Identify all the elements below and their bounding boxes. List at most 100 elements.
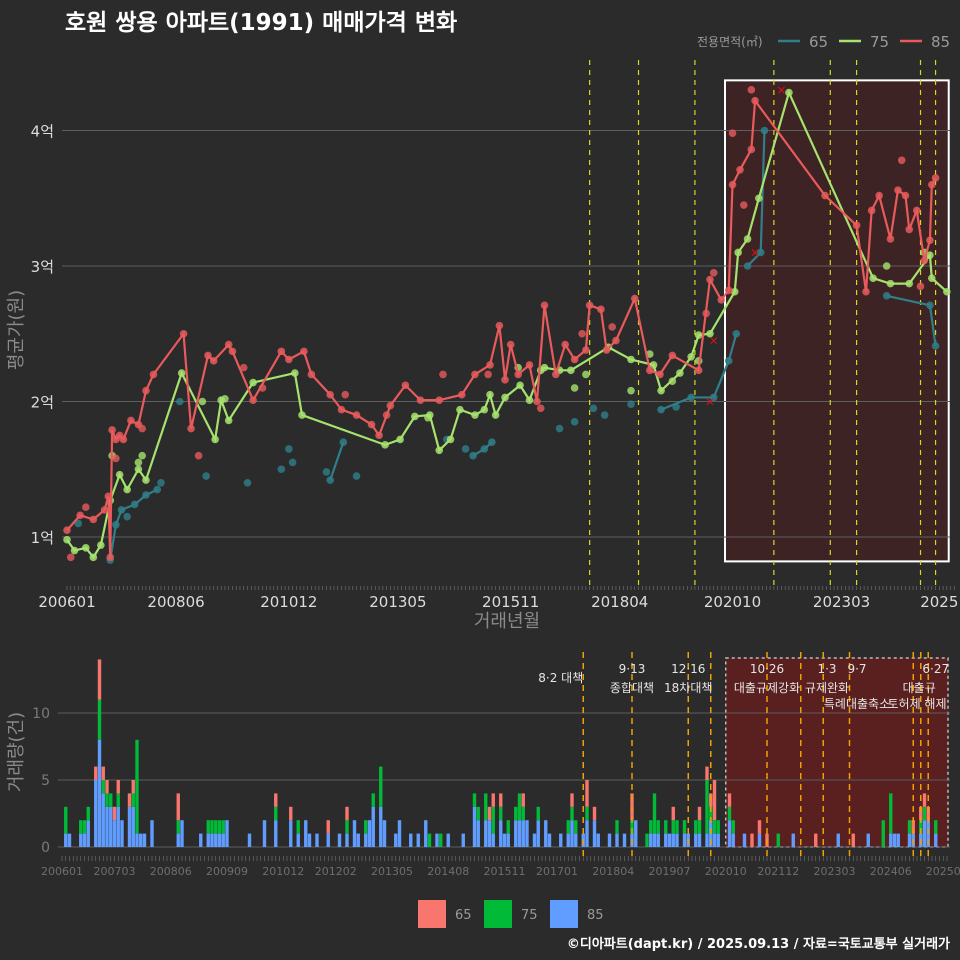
volume-bar-65 [585,780,589,807]
volume-bar-75 [922,806,927,821]
volume-bar-85 [424,820,428,847]
y-tick-label: 3억 [31,258,54,276]
volume-bar-75 [439,833,443,847]
volume-bar-65 [127,793,132,807]
price-point-65 [756,248,765,257]
legend-label-65: 65 [455,908,472,923]
price-point-85 [901,191,910,200]
volume-bar-85 [176,833,180,847]
legend-label-75: 75 [870,33,889,51]
price-point-75 [657,386,665,395]
volume-bar-65 [487,806,492,821]
price-point-85 [525,361,534,369]
price-point-85 [886,235,895,243]
volume-bar-85 [484,820,488,847]
price-point-85 [119,435,128,444]
price-point-75 [142,476,150,484]
volume-bar-85 [315,833,319,847]
price-point-85 [612,336,620,345]
volume-bar-75 [221,820,225,834]
x-tick-label: 201012 [260,593,317,611]
policy-label: 규제완화 [805,681,849,695]
volume-bar-65 [112,806,117,821]
x-tick-label: 202303 [814,865,856,878]
volume-bar-75 [105,793,109,807]
price-point-65 [760,126,769,135]
price-point-65 [488,438,496,446]
volume-bar-85 [304,820,308,847]
volume-bar-85 [547,833,552,847]
price-point-75 [446,435,455,444]
transaction-point-85 [112,454,120,463]
transaction-point-65 [123,512,131,521]
price-point-75 [540,363,549,372]
volume-bar-75 [97,699,102,740]
volume-bar-85 [791,833,795,847]
volume-bar-85 [289,820,293,847]
volume-bar-85 [210,833,214,847]
price-point-85 [728,180,737,189]
volume-bar-75 [656,820,660,834]
x-tick-label: 200601 [38,593,95,611]
price-point-65 [326,476,335,484]
volume-bar-85 [64,833,68,847]
price-point-85 [656,370,664,379]
price-point-85 [337,405,346,414]
x-tick-label: 201511 [484,865,526,878]
price-point-75 [869,274,877,282]
volume-bar-65 [697,806,702,821]
price-point-75 [743,235,752,243]
volume-legend: 65 75 85 [418,900,604,928]
transaction-point-65 [277,465,286,474]
volume-bar-85 [382,820,387,847]
price-point-65 [724,357,733,365]
transaction-point-65 [600,411,609,419]
volume-bar-85 [607,833,612,847]
volume-bar-75 [727,806,732,821]
price-point-75 [97,541,105,549]
price-point-75 [706,329,714,338]
volume-bar-85 [356,833,360,847]
price-point-75 [694,331,703,339]
price-point-65 [926,301,934,310]
price-point-65 [743,262,752,270]
volume-bar-75 [566,820,570,834]
price-point-75 [396,435,404,444]
x-tick-label: 201305 [369,593,426,611]
volume-bar-85 [120,820,124,847]
price-point-65 [117,506,126,514]
price-point-85 [926,236,934,245]
price-point-85 [209,357,218,365]
volume-bar-85 [101,793,105,847]
transaction-point-85 [341,390,350,399]
volume-bar-75 [709,806,713,821]
y-tick-label: 1억 [31,529,54,547]
transaction-point-75 [582,370,590,379]
price-point-75 [649,361,658,369]
highlight-box [724,79,950,563]
volume-bar-85 [379,806,383,847]
transaction-point-85 [608,323,616,331]
price-point-65 [709,393,718,402]
volume-bar-75 [379,766,383,807]
price-point-85 [63,526,71,535]
volume-bar-75 [697,820,702,834]
transaction-point-75 [138,451,146,460]
x-tick-label: 201012 [262,865,304,878]
volume-bar-75 [491,806,495,834]
volume-bar-85 [116,806,120,847]
price-point-85 [514,370,522,379]
price-point-85 [646,366,654,375]
price-point-75 [134,465,143,474]
volume-bar-75 [675,820,679,834]
legend-label-85: 85 [587,908,604,923]
volume-bar-85 [472,806,477,847]
price-point-75 [627,355,635,364]
volume-bar-85 [435,833,439,847]
volume-bar-65 [712,780,717,821]
volume-bar-85 [491,833,495,847]
x-tick-label: 202303 [813,593,870,611]
price-point-85 [416,396,425,404]
volume-bar-85 [139,833,143,847]
y-tick-label: 5 [41,773,50,789]
